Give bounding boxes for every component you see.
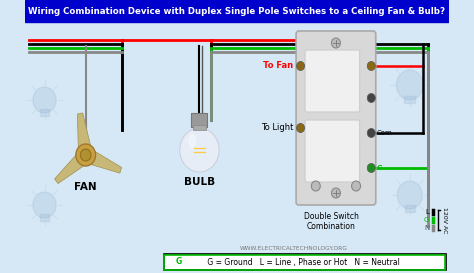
Text: WWW.ELECTRICALTECHNOLOGY.ORG: WWW.ELECTRICALTECHNOLOGY.ORG: [239, 245, 347, 251]
Circle shape: [297, 123, 305, 132]
Circle shape: [396, 70, 423, 100]
Bar: [193, 125, 206, 130]
Circle shape: [367, 164, 375, 173]
Text: G: G: [377, 165, 383, 171]
Text: Double Switch
Combination: Double Switch Combination: [304, 212, 359, 232]
Polygon shape: [90, 151, 122, 173]
Text: G = Ground   L = Line , Phase or Hot   N = Neutral: G = Ground L = Line , Phase or Hot N = N…: [205, 257, 400, 266]
Text: To Fan: To Fan: [263, 61, 293, 70]
Text: G: G: [424, 217, 429, 223]
Circle shape: [367, 61, 375, 70]
Bar: [164, 254, 446, 270]
Bar: [405, 205, 415, 212]
Circle shape: [367, 129, 375, 138]
FancyBboxPatch shape: [305, 50, 360, 112]
Circle shape: [331, 188, 340, 198]
Circle shape: [311, 181, 320, 191]
Text: G: G: [175, 257, 182, 266]
Bar: [40, 214, 49, 221]
Polygon shape: [55, 155, 84, 183]
Polygon shape: [77, 113, 91, 148]
Circle shape: [297, 61, 305, 70]
Bar: [164, 254, 445, 269]
Text: N: N: [424, 225, 429, 231]
Circle shape: [76, 144, 96, 166]
Text: 120V AC: 120V AC: [442, 207, 447, 233]
Circle shape: [180, 128, 219, 172]
FancyBboxPatch shape: [296, 31, 376, 205]
Text: BULB: BULB: [184, 177, 215, 187]
FancyBboxPatch shape: [305, 120, 360, 182]
Circle shape: [352, 181, 361, 191]
Circle shape: [397, 181, 422, 209]
Ellipse shape: [188, 134, 196, 148]
Bar: [25, 0, 449, 22]
Text: L: L: [426, 209, 429, 215]
Text: To Light: To Light: [261, 123, 293, 132]
Circle shape: [33, 192, 56, 218]
Circle shape: [80, 149, 91, 161]
Circle shape: [33, 87, 56, 113]
Circle shape: [367, 93, 375, 102]
Text: Com: Com: [377, 130, 392, 136]
Text: FAN: FAN: [74, 182, 97, 192]
Text: Wiring Combination Device with Duplex Single Pole Switches to a Ceiling Fan & Bu: Wiring Combination Device with Duplex Si…: [28, 7, 446, 16]
Bar: [40, 109, 49, 115]
Bar: [404, 96, 415, 103]
Circle shape: [331, 38, 340, 48]
Bar: [191, 113, 208, 127]
